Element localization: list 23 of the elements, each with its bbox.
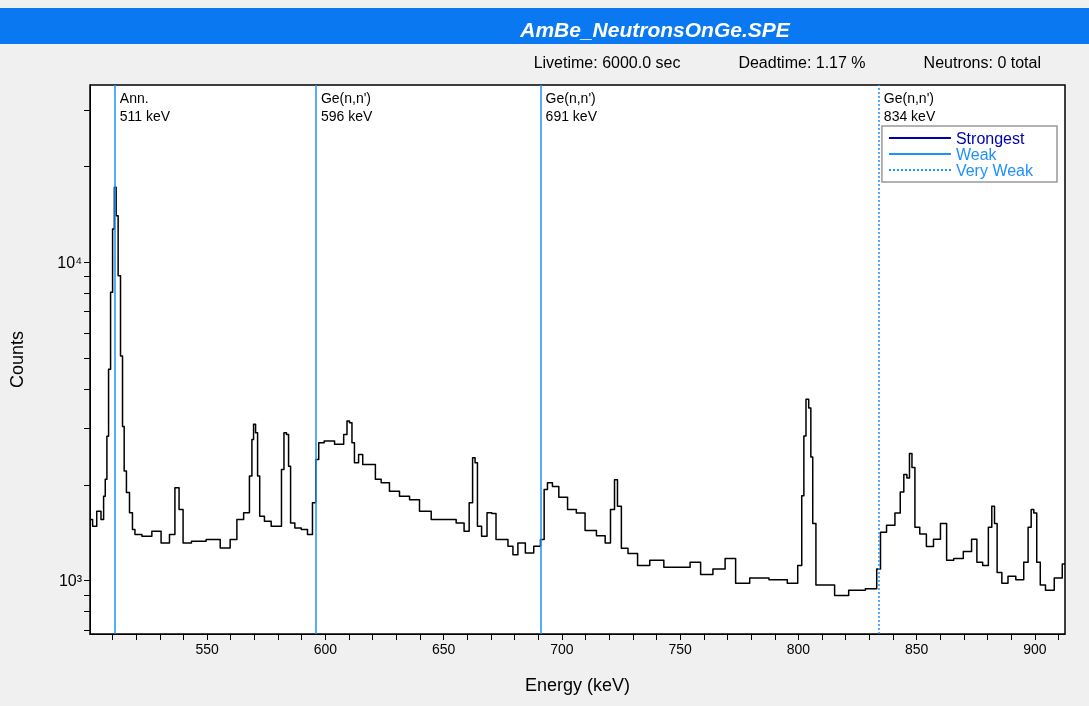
legend-label: Strongest: [955, 129, 1025, 147]
x-tick-label: 650: [431, 641, 456, 657]
ref-line-label: Ge(n,n') 834 keV: [883, 90, 936, 124]
legend-label: Very Weak: [955, 161, 1034, 179]
y-tick-label: 10⁴: [57, 253, 83, 271]
x-tick-label: 800: [786, 641, 811, 657]
x-tick-label: 600: [313, 641, 338, 657]
text: Livetime: 6000.0 sec: [533, 54, 681, 72]
ref-line-label: Ge(n,n') 691 keV: [545, 90, 598, 124]
x-tick-label: 900: [1023, 641, 1047, 657]
x-tick-label: 850: [905, 641, 929, 657]
legend-label: Weak: [955, 145, 998, 163]
ref-line-label: Ge(n,n') 596 keV: [320, 90, 373, 124]
y-tick-label: 10³: [58, 572, 83, 590]
x-tick-label: 550: [195, 641, 219, 657]
ref-line-label: Ann. 511 keV: [119, 90, 171, 124]
chart-title: AmBe_NeutronsOnGe.SPE: [519, 18, 791, 41]
y-axis-title: Counts: [7, 330, 27, 389]
x-axis-title: Energy (keV): [524, 675, 631, 695]
text: Deadtime: 1.17 %: [738, 54, 866, 72]
x-tick-label: 700: [550, 641, 574, 657]
x-tick-label: 750: [668, 641, 693, 657]
text: Neutrons: 0 total: [923, 54, 1041, 72]
